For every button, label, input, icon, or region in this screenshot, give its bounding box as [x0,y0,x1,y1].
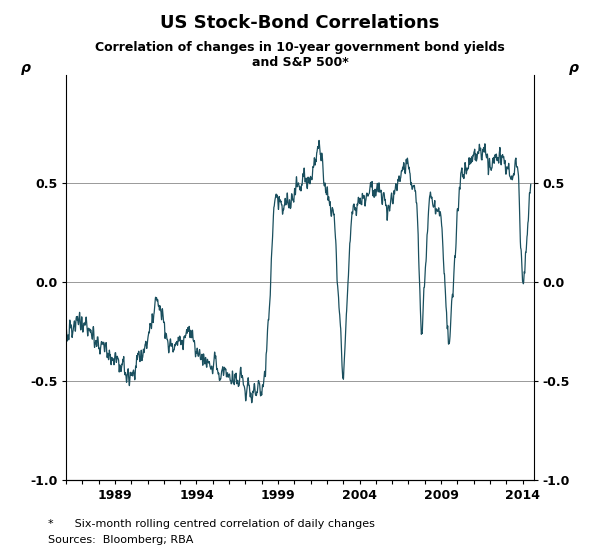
Text: Correlation of changes in 10-year government bond yields
and S&P 500*: Correlation of changes in 10-year govern… [95,41,505,70]
Text: ρ: ρ [569,61,579,75]
Text: US Stock-Bond Correlations: US Stock-Bond Correlations [160,14,440,32]
Text: Sources:  Bloomberg; RBA: Sources: Bloomberg; RBA [48,535,193,545]
Text: *      Six-month rolling centred correlation of daily changes: * Six-month rolling centred correlation … [48,519,375,529]
Text: ρ: ρ [21,61,31,75]
